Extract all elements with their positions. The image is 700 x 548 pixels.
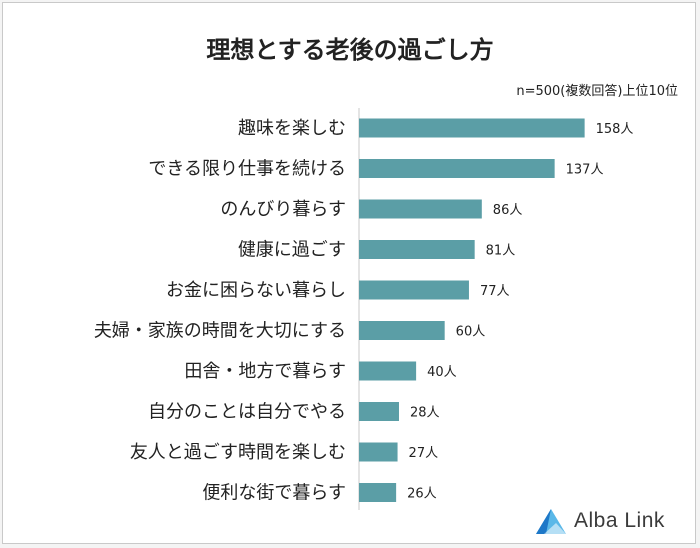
value-label: 60人 <box>456 325 486 340</box>
bar <box>359 361 417 381</box>
value-label: 137人 <box>566 163 604 178</box>
category-label: お金に困らない暮らし <box>166 280 346 301</box>
category-label: 趣味を楽しむ <box>238 118 346 139</box>
bar <box>359 199 482 219</box>
bar <box>359 159 555 178</box>
category-label: できる限り仕事を続ける <box>148 159 346 180</box>
value-label: 26人 <box>407 487 437 502</box>
value-label: 28人 <box>410 406 440 421</box>
value-label: 158人 <box>596 122 634 137</box>
bar <box>359 402 399 421</box>
category-label: 友人と過ごす時間を楽しむ <box>130 442 346 463</box>
category-label: 夫婦・家族の時間を大切にする <box>94 321 346 342</box>
bar <box>359 118 585 138</box>
category-label: のんびり暮らす <box>220 199 346 220</box>
bar <box>359 240 475 259</box>
category-label: 便利な街で暮らす <box>202 483 346 504</box>
category-label: 田舎・地方で暮らす <box>184 361 346 382</box>
value-label: 86人 <box>493 203 523 218</box>
value-label: 27人 <box>409 446 439 461</box>
triangle-mountain-icon <box>536 509 566 534</box>
logo-text: Alba Link <box>574 509 665 532</box>
alba-link-logo: Alba Link <box>534 507 665 535</box>
value-label: 40人 <box>427 365 457 380</box>
value-label: 77人 <box>480 284 510 299</box>
bar <box>359 483 397 502</box>
bar <box>359 280 469 300</box>
category-label: 健康に過ごす <box>238 240 346 261</box>
bar <box>359 442 398 462</box>
value-label: 81人 <box>486 244 516 259</box>
bar <box>359 321 445 340</box>
category-label: 自分のことは自分でやる <box>148 402 346 423</box>
chart-title: 理想とする老後の過ごし方 <box>206 36 494 64</box>
chart-subtitle: n=500(複数回答)上位10位 <box>516 84 678 99</box>
